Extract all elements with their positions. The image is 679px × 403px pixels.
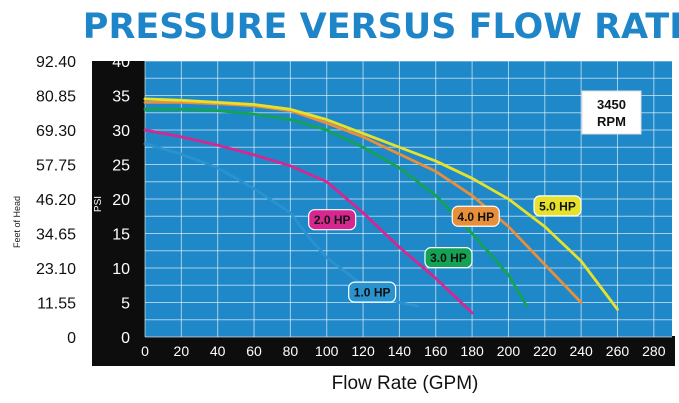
psi-tick-label: 15 — [112, 227, 130, 244]
x-tick-label: 120 — [351, 343, 375, 359]
series-line — [143, 97, 619, 311]
feet-of-head-tick-label: 57.75 — [36, 158, 76, 175]
series-label: 2.0 HP — [308, 209, 357, 231]
feet-of-head-tick-label: 92.40 — [36, 54, 76, 71]
x-tick-label: 260 — [606, 343, 630, 359]
x-tick-label: 40 — [210, 343, 226, 359]
series-label: 5.0 HP — [533, 195, 582, 217]
feet-of-head-tick-label: 0 — [67, 330, 76, 347]
feet-of-head-tick-label: 46.20 — [36, 192, 76, 209]
psi-axis-label: PSI — [93, 196, 104, 212]
x-tick-label: 0 — [141, 343, 149, 359]
x-tick-label: 20 — [174, 343, 190, 359]
x-axis-strip — [92, 336, 675, 366]
psi-tick-label: 30 — [112, 123, 130, 140]
series-lines — [143, 97, 619, 315]
series-label-text: 3.0 HP — [430, 251, 467, 265]
series-label-text: 1.0 HP — [354, 286, 391, 300]
feet-of-head-panel — [0, 62, 96, 338]
x-tick-label: 220 — [533, 343, 557, 359]
series-labels: 1.0 HP 2.0 HP 3.0 HP 4.0 HP 5.0 HP — [308, 195, 582, 303]
series-label-box — [424, 247, 473, 269]
feet-of-head-tick-label: 23.10 — [36, 261, 76, 278]
psi-tick-label: 40 — [112, 54, 130, 71]
psi-tick-label: 35 — [112, 89, 130, 106]
x-tick-label: 80 — [283, 343, 299, 359]
series-line — [143, 128, 474, 315]
x-axis-label: Flow Rate (GPM) — [332, 373, 479, 394]
psi-axis-panel — [92, 61, 145, 366]
series-label-box — [348, 281, 397, 303]
psi-tick-label: 0 — [121, 330, 130, 347]
x-tick-label: 180 — [460, 343, 484, 359]
feet-of-head-axis-label: Feet of Head — [12, 196, 22, 248]
feet-of-head-tick-label: 11.55 — [37, 296, 76, 313]
chart-title: PRESSURE VERSUS FLOW RATE — [83, 7, 679, 47]
series-label-box — [308, 209, 357, 231]
x-tick-label: 280 — [642, 343, 666, 359]
tick-labels: 0 20 40 60 80 100 120 140 160 180 200 220 240 260 2800… — [36, 54, 666, 359]
series-label: 3.0 HP — [424, 247, 473, 269]
rpm-annotation-line-1: 3450 — [597, 97, 626, 112]
rpm-annotation: 3450 RPM — [581, 90, 642, 135]
x-tick-label: 60 — [246, 343, 262, 359]
series-label: 1.0 HP — [348, 281, 397, 303]
series-label-box — [451, 205, 500, 227]
series-label-box — [533, 195, 582, 217]
feet-of-head-tick-label: 34.65 — [36, 227, 76, 244]
series-label: 4.0 HP — [451, 205, 500, 227]
x-tick-label: 140 — [388, 343, 412, 359]
x-tick-label: 160 — [424, 343, 448, 359]
series-label-text: 4.0 HP — [457, 210, 494, 224]
psi-tick-label: 10 — [112, 261, 130, 278]
x-tick-label: 240 — [569, 343, 593, 359]
rpm-annotation-line-2: RPM — [597, 114, 626, 129]
series-line — [143, 107, 529, 308]
x-tick-label: 200 — [497, 343, 521, 359]
series-label-text: 5.0 HP — [539, 199, 576, 213]
feet-of-head-tick-label: 69.30 — [36, 123, 76, 140]
series-label-text: 2.0 HP — [314, 213, 351, 227]
x-tick-label: 100 — [315, 343, 339, 359]
psi-tick-label: 20 — [112, 192, 130, 209]
feet-of-head-tick-label: 80.85 — [36, 89, 76, 106]
psi-tick-label: 5 — [121, 296, 130, 313]
psi-tick-label: 25 — [112, 158, 130, 175]
